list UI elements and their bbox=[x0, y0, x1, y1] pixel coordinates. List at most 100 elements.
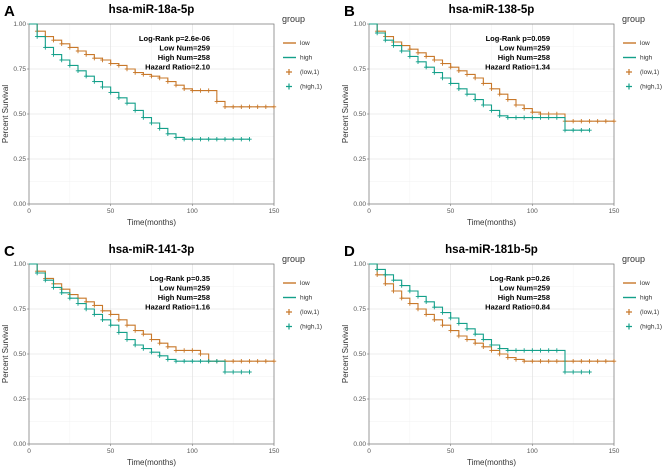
legend-item: (high,1) bbox=[300, 84, 322, 91]
x-tick-label: 0 bbox=[367, 208, 371, 215]
censor-mark-low bbox=[263, 359, 269, 364]
censor-mark-low bbox=[173, 348, 179, 353]
x-axis-label: Time(months) bbox=[127, 218, 176, 227]
censor-mark-high bbox=[554, 348, 560, 353]
censor-mark-high bbox=[132, 342, 138, 348]
censor-mark-high bbox=[472, 97, 478, 102]
censor-mark-low bbox=[472, 75, 478, 81]
censor-mark-low bbox=[132, 70, 138, 75]
censor-mark-high bbox=[75, 68, 81, 73]
censor-mark-low bbox=[603, 119, 609, 124]
censor-mark-high bbox=[554, 115, 560, 120]
censor-mark-low bbox=[190, 348, 195, 353]
censor-mark-high bbox=[239, 369, 244, 375]
censor-mark-high bbox=[497, 113, 502, 118]
legend-item: low bbox=[300, 280, 310, 287]
y-tick-label: 0.50 bbox=[353, 111, 366, 118]
censor-mark-low bbox=[116, 63, 122, 68]
censor-mark-low bbox=[570, 119, 576, 124]
censor-mark-high bbox=[538, 115, 543, 120]
x-tick-label: 50 bbox=[107, 208, 115, 215]
censor-mark-high bbox=[472, 332, 478, 337]
censor-mark-low bbox=[407, 301, 413, 306]
censor-mark-low bbox=[513, 102, 519, 108]
censor-mark-low bbox=[100, 57, 105, 63]
legend-item: low bbox=[640, 280, 650, 287]
censor-mark-low bbox=[587, 359, 592, 364]
legend-key-cross bbox=[626, 309, 632, 315]
x-tick-label: 150 bbox=[269, 208, 280, 215]
stats-line: Log-Rank p=0.059 bbox=[486, 34, 550, 43]
censor-mark-high bbox=[51, 52, 56, 57]
survival-curve-high bbox=[369, 23, 590, 131]
censor-mark-low bbox=[198, 351, 203, 357]
legend: group low high (low,1) (high,1) bbox=[622, 254, 662, 331]
censor-mark-low bbox=[497, 351, 502, 357]
censor-mark-low bbox=[165, 79, 171, 84]
legend-key-cross bbox=[286, 309, 292, 315]
censor-mark-low bbox=[489, 86, 494, 91]
legend-title: group bbox=[622, 14, 645, 24]
censor-mark-low bbox=[271, 359, 277, 364]
censor-mark-high bbox=[448, 81, 453, 86]
censor-mark-high bbox=[497, 346, 502, 351]
censor-mark-high bbox=[562, 369, 568, 375]
censor-mark-high bbox=[206, 137, 211, 142]
censor-mark-low bbox=[554, 359, 560, 364]
censor-mark-high bbox=[165, 131, 171, 136]
censor-mark-high bbox=[214, 137, 220, 142]
censor-mark-low bbox=[530, 110, 535, 115]
x-tick-label: 150 bbox=[609, 448, 620, 455]
x-tick-label: 0 bbox=[27, 208, 31, 215]
censor-mark-low bbox=[255, 359, 260, 364]
x-tick-label: 150 bbox=[269, 448, 280, 455]
censor-mark-high bbox=[116, 330, 122, 335]
censor-mark-low bbox=[432, 57, 437, 63]
legend-key-cross bbox=[626, 69, 632, 75]
censor-mark-high bbox=[108, 90, 113, 95]
stats-line: Low Num=259 bbox=[159, 284, 210, 293]
censor-mark-high bbox=[230, 137, 236, 142]
stats-line: Low Num=259 bbox=[499, 44, 550, 53]
censor-mark-low bbox=[206, 88, 211, 93]
censor-mark-high bbox=[132, 108, 138, 113]
x-tick-label: 100 bbox=[187, 448, 198, 455]
censor-mark-high bbox=[92, 312, 97, 317]
censor-mark-low bbox=[124, 66, 130, 72]
stats-line: Low Num=259 bbox=[499, 284, 550, 293]
y-tick-label: 0.50 bbox=[353, 351, 366, 358]
censor-mark-high bbox=[83, 306, 89, 312]
censor-mark-low bbox=[108, 312, 113, 317]
censor-mark-low bbox=[124, 323, 130, 328]
censor-mark-low bbox=[399, 296, 404, 301]
y-tick-label: 1.00 bbox=[13, 261, 26, 268]
censor-mark-high bbox=[481, 337, 486, 342]
censor-mark-high bbox=[440, 75, 445, 81]
censor-mark-high bbox=[456, 86, 462, 91]
censor-mark-low bbox=[440, 61, 445, 66]
censor-mark-high bbox=[521, 348, 527, 353]
censor-mark-low bbox=[415, 50, 421, 55]
censor-mark-high bbox=[92, 79, 97, 84]
censor-mark-low bbox=[570, 359, 576, 364]
legend-item: (low,1) bbox=[640, 309, 659, 316]
x-tick-label: 100 bbox=[527, 208, 538, 215]
censor-mark-low bbox=[157, 341, 162, 346]
censor-mark-high bbox=[415, 294, 421, 299]
censor-mark-high bbox=[505, 348, 511, 353]
censor-mark-low bbox=[432, 317, 437, 322]
censor-mark-low bbox=[521, 106, 527, 111]
censor-mark-high bbox=[206, 359, 211, 364]
censor-mark-high bbox=[149, 350, 154, 355]
censor-mark-low bbox=[481, 344, 486, 349]
censor-mark-high bbox=[181, 359, 187, 364]
y-tick-label: 0.75 bbox=[353, 306, 366, 313]
y-tick-label: 0.00 bbox=[353, 201, 366, 208]
censor-mark-high bbox=[530, 348, 535, 353]
censor-mark-low bbox=[59, 41, 64, 46]
censor-mark-high bbox=[67, 296, 73, 301]
censor-mark-high bbox=[383, 272, 388, 277]
censor-mark-high bbox=[587, 369, 592, 375]
